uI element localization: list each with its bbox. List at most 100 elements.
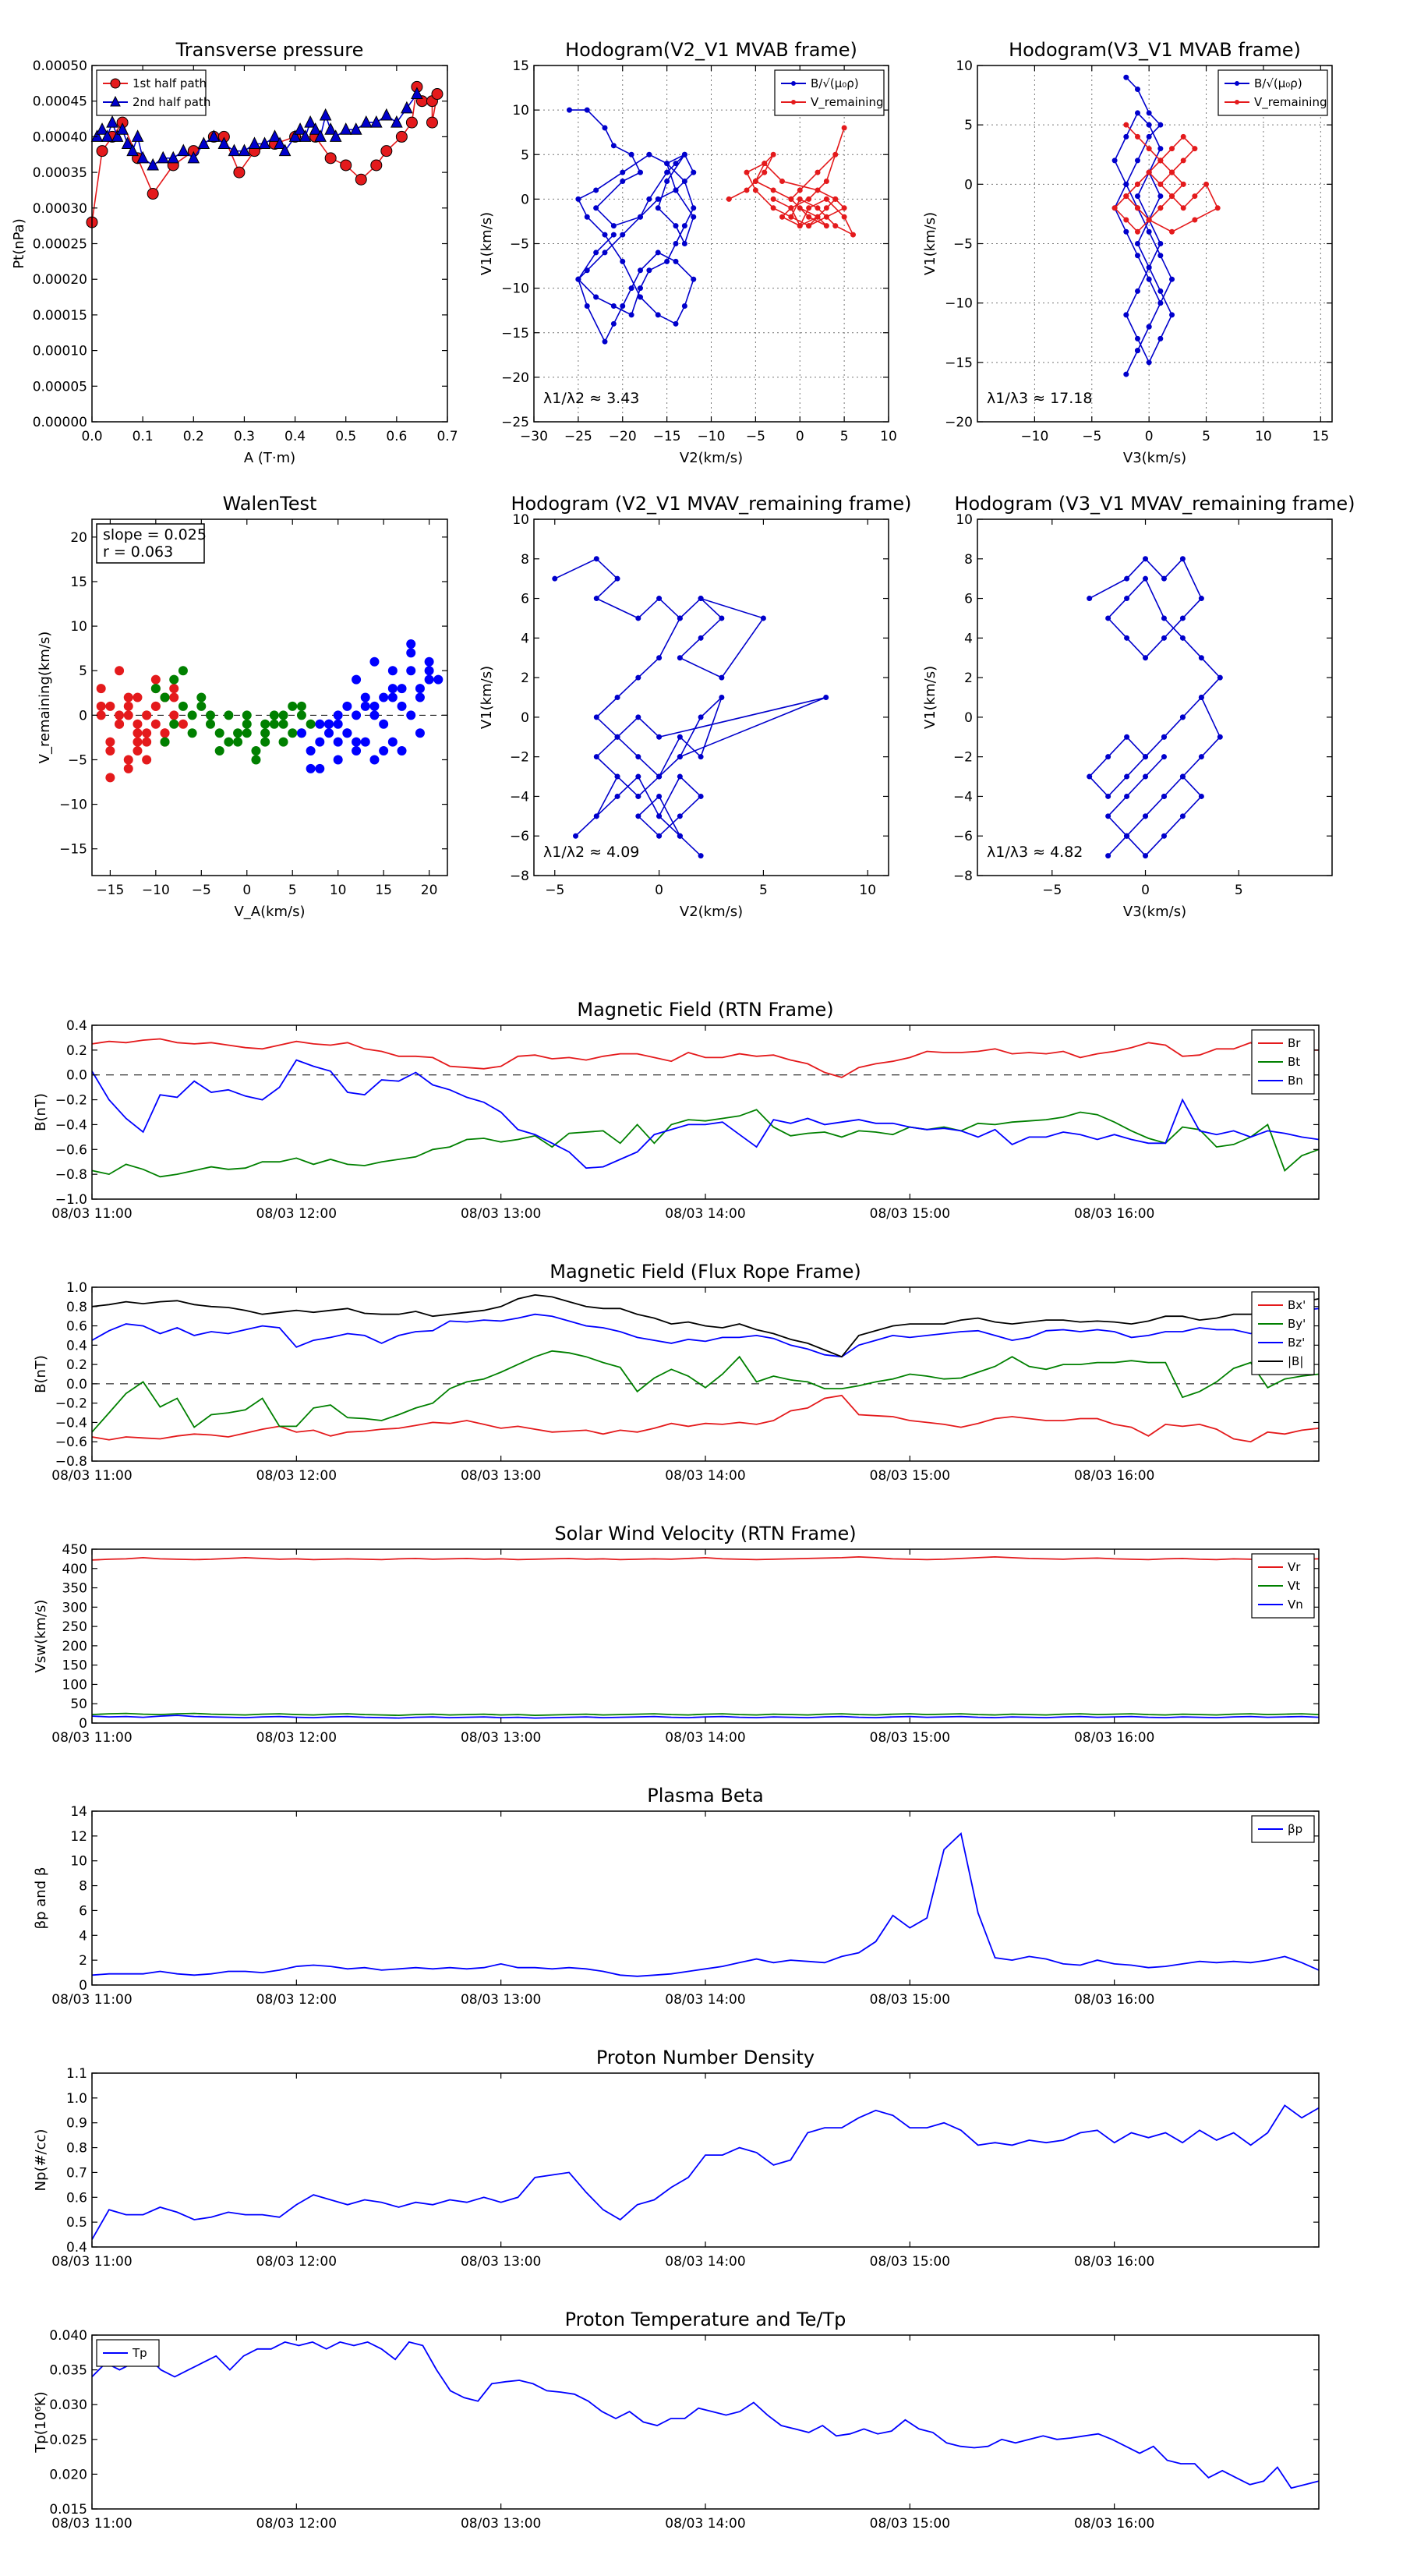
data-point <box>1180 157 1186 164</box>
data-point <box>677 773 683 780</box>
data-point <box>115 719 125 729</box>
data-point <box>315 763 325 773</box>
data-point <box>1111 205 1118 211</box>
x-tick-label: −10 <box>1020 429 1048 444</box>
data-point <box>681 241 687 246</box>
data-point <box>1179 615 1186 621</box>
data-point <box>131 129 144 142</box>
data-point <box>1169 228 1175 235</box>
x-tick-label: 08/03 15:00 <box>870 2516 950 2532</box>
data-point <box>1198 695 1204 700</box>
series-line <box>91 1293 1320 1358</box>
data-point <box>380 145 393 157</box>
data-point <box>242 719 252 729</box>
series-11-0 <box>91 2341 1320 2489</box>
y-tick-label: 0.8 <box>66 2141 87 2157</box>
data-point <box>1217 674 1223 681</box>
y-tick-label: −5 <box>953 237 973 253</box>
x-axis-label: A (T·m) <box>244 450 295 466</box>
series-8-1 <box>91 1712 1320 1717</box>
data-point <box>635 793 641 799</box>
data-point <box>1123 74 1129 80</box>
data-point <box>797 196 803 202</box>
data-point <box>224 710 234 720</box>
data-point <box>242 710 252 720</box>
x-axis-label: V_A(km/s) <box>234 904 305 920</box>
data-point <box>1123 312 1129 318</box>
data-point <box>105 773 115 783</box>
y-tick-label: 10 <box>956 512 973 528</box>
data-point <box>268 129 281 142</box>
data-point <box>248 136 261 150</box>
data-point <box>1123 371 1129 377</box>
y-tick-label: 0.0 <box>66 1377 87 1392</box>
data-point <box>628 285 634 292</box>
x-tick-label: 0.7 <box>436 429 458 444</box>
data-point <box>1134 241 1140 246</box>
data-point <box>593 249 599 256</box>
data-point <box>196 692 207 702</box>
data-point <box>1146 264 1152 271</box>
data-point <box>677 734 683 740</box>
x-axis-label: V2(km/s) <box>680 450 743 466</box>
data-point <box>646 151 652 157</box>
data-point <box>677 813 683 819</box>
chart-title: WalenTest <box>223 493 317 515</box>
chart-panel-8: 08/03 11:00 08/03 12:00 08/03 13:00 08/03 1… <box>33 1523 1320 1746</box>
data-point <box>1134 335 1140 341</box>
y-tick-label: 400 <box>62 1562 87 1577</box>
y-tick-label: 10 <box>512 512 529 528</box>
data-point <box>1146 146 1152 152</box>
x-tick-label: 08/03 12:00 <box>256 1992 337 2008</box>
data-point <box>806 205 812 211</box>
plot-frame <box>91 65 448 423</box>
x-tick-label: 08/03 12:00 <box>256 2516 337 2532</box>
data-point <box>136 150 149 164</box>
data-point <box>217 136 231 150</box>
data-point <box>698 853 704 859</box>
data-point <box>788 214 794 220</box>
data-point <box>614 575 620 582</box>
data-point <box>370 159 383 172</box>
chart-title: Hodogram (V3_V1 MVAV_remaining frame) <box>954 493 1355 515</box>
y-tick-label: 15 <box>70 575 87 590</box>
data-point <box>1123 193 1129 200</box>
data-point <box>1105 813 1111 819</box>
y-tick-label: −1.0 <box>55 1192 87 1208</box>
data-point <box>360 701 370 711</box>
data-point <box>1134 348 1140 354</box>
data-point <box>850 232 856 238</box>
data-point <box>841 125 847 131</box>
data-point <box>656 833 663 839</box>
data-point <box>602 338 608 345</box>
data-point <box>1180 133 1186 140</box>
data-point <box>233 737 243 747</box>
y-tick-label: −4 <box>953 789 973 805</box>
data-point <box>387 666 398 676</box>
series-line <box>91 2341 1320 2489</box>
data-point <box>123 710 133 720</box>
y-tick-label: −4 <box>510 789 529 805</box>
data-point <box>673 187 679 193</box>
data-point <box>1198 754 1204 760</box>
x-tick-label: 08/03 14:00 <box>665 1468 745 1484</box>
data-point <box>698 714 704 720</box>
y-tick-label: 350 <box>62 1581 87 1597</box>
y-tick-label: −20 <box>945 415 973 430</box>
chart-title: Proton Temperature and Te/Tp <box>565 2309 846 2330</box>
data-point <box>1134 193 1140 200</box>
series-line <box>91 1712 1320 1717</box>
series-3-1 <box>150 666 316 765</box>
y-tick-label: −5 <box>68 752 87 768</box>
legend-label: Bn <box>1288 1074 1303 1088</box>
data-point <box>1143 556 1149 562</box>
data-point <box>424 666 434 676</box>
data-point <box>1134 110 1140 116</box>
chart-title: Magnetic Field (Flux Rope Frame) <box>550 1261 861 1283</box>
data-point <box>815 214 821 220</box>
data-point <box>142 710 152 720</box>
y-axis-label: V1(km/s) <box>479 666 495 729</box>
data-point <box>1161 793 1167 799</box>
data-point <box>1146 122 1152 128</box>
